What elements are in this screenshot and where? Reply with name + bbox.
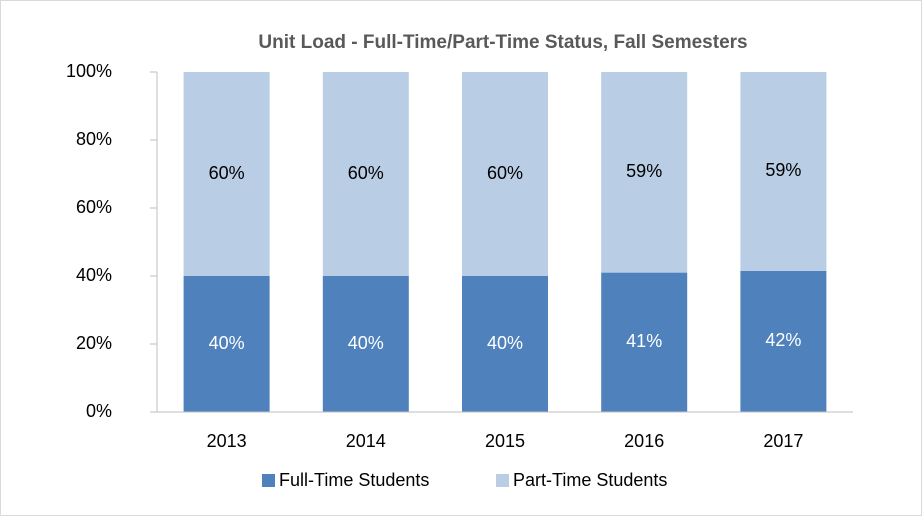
legend-swatch	[496, 474, 509, 487]
value-label: 40%	[348, 333, 384, 353]
y-tick-label: 20%	[76, 333, 112, 353]
value-label: 40%	[209, 333, 245, 353]
x-tick-label: 2013	[207, 431, 247, 451]
bar-segment	[462, 72, 548, 276]
value-label: 60%	[487, 163, 523, 183]
bar-segment	[183, 276, 270, 412]
bar-segment	[183, 72, 270, 276]
bar-segment	[462, 276, 548, 412]
bar-segment	[740, 270, 827, 412]
bar-segment	[601, 272, 688, 412]
value-label: 60%	[209, 163, 245, 183]
chart-title: Unit Load - Full-Time/Part-Time Status, …	[258, 32, 747, 53]
value-label: 40%	[487, 333, 523, 353]
y-tick-label: 100%	[66, 61, 112, 81]
y-tick-label: 0%	[86, 401, 112, 421]
value-label: 42%	[765, 330, 801, 350]
bar-segment	[740, 72, 827, 271]
bar-segment	[601, 72, 688, 273]
x-tick-label: 2017	[763, 431, 803, 451]
y-tick-label: 80%	[76, 129, 112, 149]
value-label: 60%	[348, 163, 384, 183]
legend-label: Full-Time Students	[279, 470, 429, 490]
legend-swatch	[262, 474, 275, 487]
value-label: 59%	[626, 161, 662, 181]
bar-segment	[322, 276, 409, 412]
x-tick-label: 2016	[624, 431, 664, 451]
bar-segment	[322, 72, 409, 276]
legend-label: Part-Time Students	[513, 470, 667, 490]
x-tick-label: 2015	[485, 431, 525, 451]
y-tick-label: 60%	[76, 197, 112, 217]
x-tick-label: 2014	[346, 431, 386, 451]
value-label: 59%	[765, 160, 801, 180]
y-tick-label: 40%	[76, 265, 112, 285]
value-label: 41%	[626, 331, 662, 351]
